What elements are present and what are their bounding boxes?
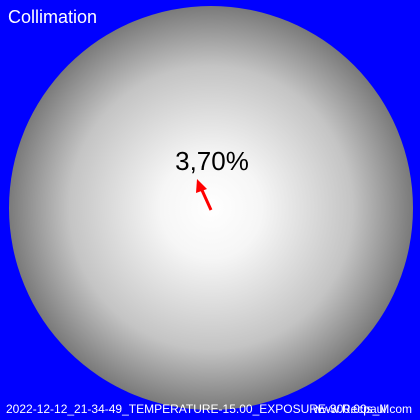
filename: 2022-12-12_21-34-49_TEMPERATURE-15.00_EX…	[6, 402, 389, 416]
watermark: www.Recpaul.com	[312, 402, 412, 416]
offset-value: 3,70%	[175, 146, 249, 176]
title: Collimation	[8, 7, 97, 27]
offset-arrow	[196, 179, 213, 211]
